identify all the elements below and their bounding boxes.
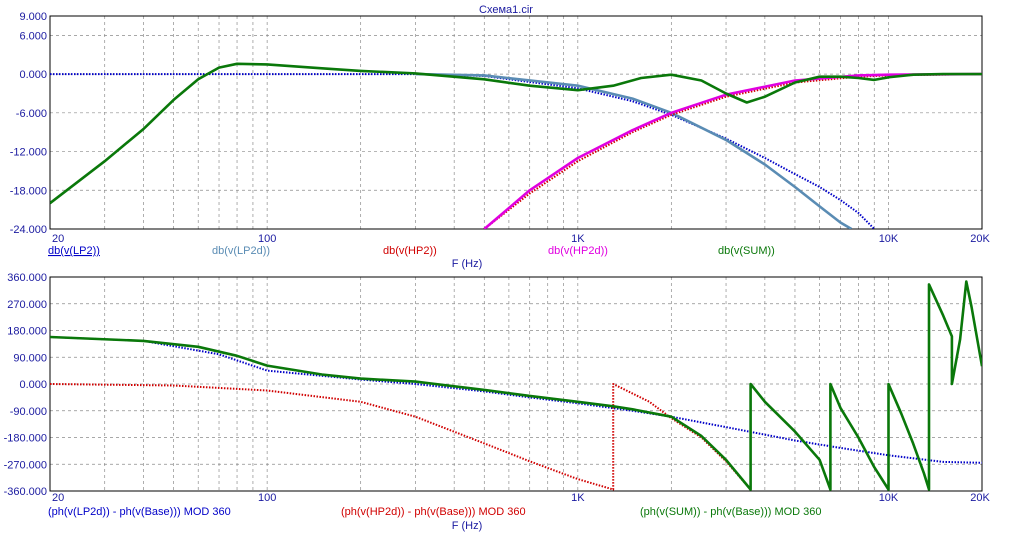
x-tick-label: 20K [970, 492, 990, 504]
legend-entry: db(v(HP2d)) [548, 245, 608, 257]
legend-entry: db(v(LP2)) [48, 245, 100, 257]
legend-entry: (ph(v(LP2d)) - ph(v(Base))) MOD 360 [48, 506, 231, 518]
y-tick-label: 6.000 [19, 30, 47, 42]
series-line [415, 72, 853, 229]
y-tick-label: 0.000 [19, 379, 47, 391]
grid [50, 15, 982, 230]
series-group [50, 62, 982, 229]
y-tick-label: 90.000 [13, 352, 47, 364]
y-tick-label: -12.000 [10, 147, 47, 159]
series-group [50, 280, 982, 491]
series-line [50, 336, 982, 464]
y-tick-label: 9.000 [19, 11, 47, 23]
series-line [483, 72, 982, 229]
y-tick-label: -24.000 [10, 224, 47, 236]
x-tick-label: 1K [571, 233, 585, 245]
y-tick-label: -180.000 [4, 433, 47, 445]
legend-entry: (ph(v(SUM)) - ph(v(Base))) MOD 360 [640, 506, 822, 518]
x-tick-label: 10K [879, 492, 899, 504]
y-tick-label: -270.000 [4, 459, 47, 471]
series-line [50, 62, 982, 205]
y-tick-label: -18.000 [10, 185, 47, 197]
magnitude-panel: 9.000 6.000 0.000 -6.000 -12.000 -18.000 -24.0… [10, 11, 991, 270]
series-line [50, 73, 876, 229]
y-tick-label: 180.000 [7, 326, 47, 338]
x-tick-label: 100 [258, 492, 276, 504]
grid [50, 276, 982, 492]
x-tick-label: 100 [258, 233, 276, 245]
x-axis-label: F (Hz) [452, 258, 483, 270]
series-line [50, 383, 752, 491]
y-tick-label: -90.000 [10, 406, 47, 418]
y-tick-label: 0.000 [19, 69, 47, 81]
y-tick-label: 270.000 [7, 299, 47, 311]
y-tick-label: -6.000 [16, 108, 47, 120]
plot-frame [49, 15, 983, 230]
legend-entry: (ph(v(HP2d)) - ph(v(Base))) MOD 360 [341, 506, 526, 518]
y-tick-label: 360.000 [7, 272, 47, 284]
legend-entry: db(v(SUM)) [718, 245, 775, 257]
y-tick-label: -360.000 [4, 486, 47, 498]
x-tick-label: 20K [970, 233, 990, 245]
x-tick-label: 10K [879, 233, 899, 245]
x-tick-label: 20 [52, 492, 64, 504]
phase-panel: 360.000 270.000 180.000 90.000 0.000 -90.000 -… [4, 272, 991, 532]
legend-entry: db(v(HP2)) [383, 245, 437, 257]
x-axis-label: F (Hz) [452, 520, 483, 532]
x-tick-label: 20 [52, 233, 64, 245]
legend-entry: db(v(LP2d)) [212, 245, 270, 257]
chart-title: Схема1.cir [479, 4, 533, 16]
x-tick-label: 1K [571, 492, 585, 504]
series-line [50, 280, 982, 491]
